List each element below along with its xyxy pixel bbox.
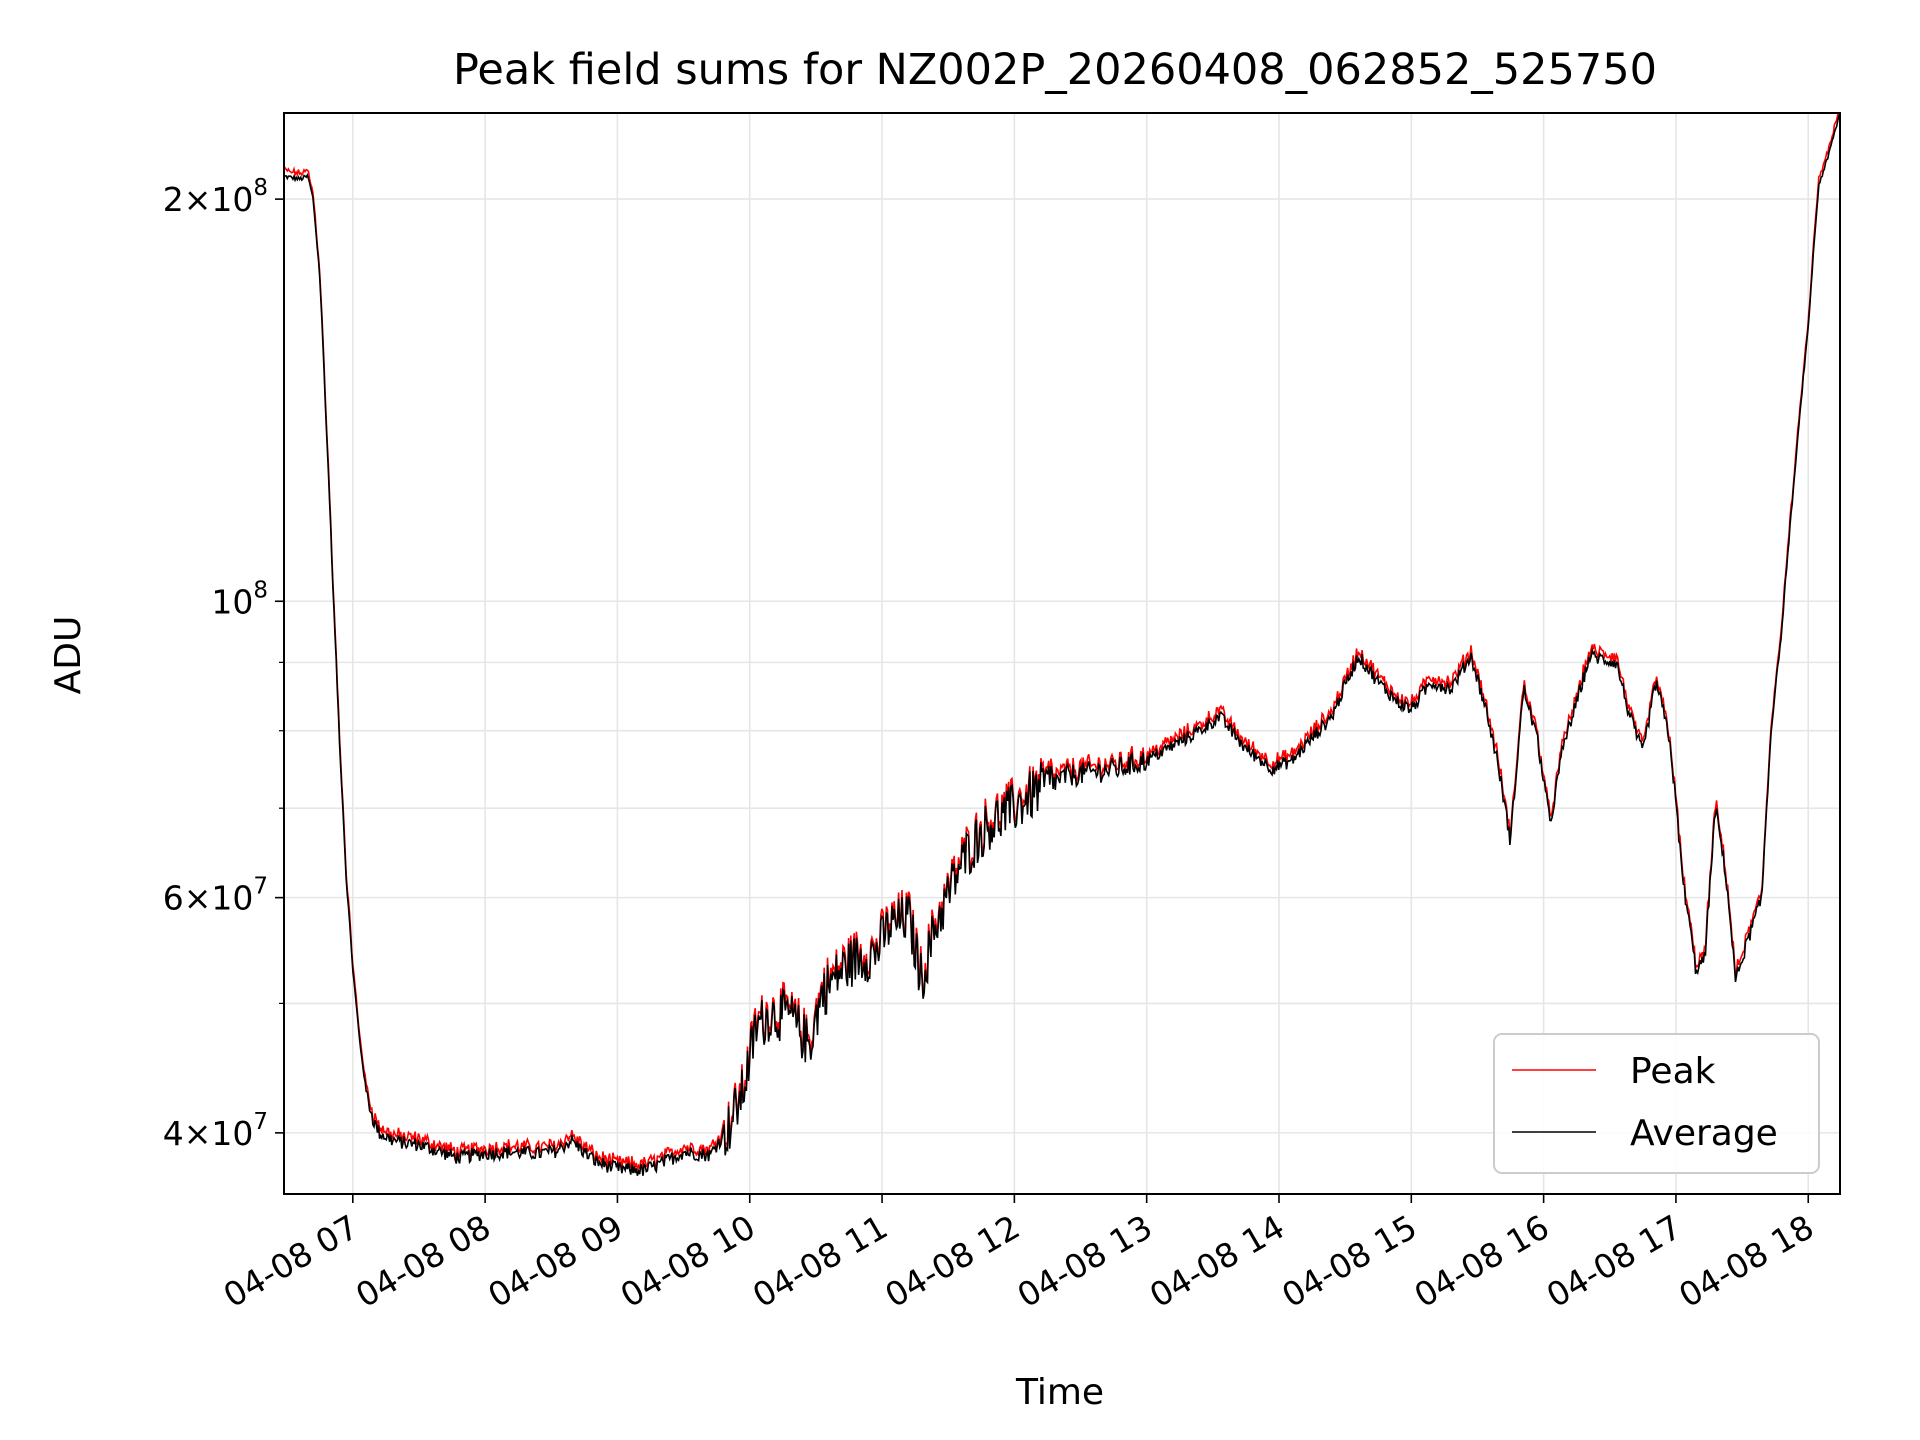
chart-title: Peak field sums for NZ002P_20260408_0628… — [453, 45, 1657, 95]
y-axis-label: ADU — [48, 616, 89, 695]
legend-box — [1493, 1033, 1820, 1174]
y-tick-label: 2×108 — [163, 175, 268, 219]
peak-series-line — [284, 113, 1839, 1171]
y-tick-exponent: 7 — [253, 1109, 268, 1135]
y-tick-base: 6×10 — [163, 879, 254, 918]
y-tick-label: 4×107 — [163, 1109, 268, 1153]
plot-lines — [284, 113, 1840, 1176]
y-tick-label: 108 — [211, 577, 268, 621]
y-tick-exponent: 8 — [253, 175, 268, 201]
y-tick-exponent: 7 — [253, 874, 268, 900]
legend: Peak Average — [1493, 1033, 1820, 1174]
y-tick-label: 6×107 — [163, 874, 268, 918]
plot-frame — [283, 112, 1841, 1195]
average-series-line — [284, 113, 1840, 1176]
y-tick-base: 2×10 — [163, 180, 254, 219]
x-axis-label: Time — [1015, 1372, 1104, 1413]
y-tick-exponent: 8 — [253, 577, 268, 603]
legend-peak-label: Peak — [1630, 1051, 1716, 1092]
legend-average-label: Average — [1630, 1113, 1778, 1154]
y-tick-base: 4×10 — [163, 1114, 254, 1153]
y-tick-base: 10 — [211, 582, 253, 621]
